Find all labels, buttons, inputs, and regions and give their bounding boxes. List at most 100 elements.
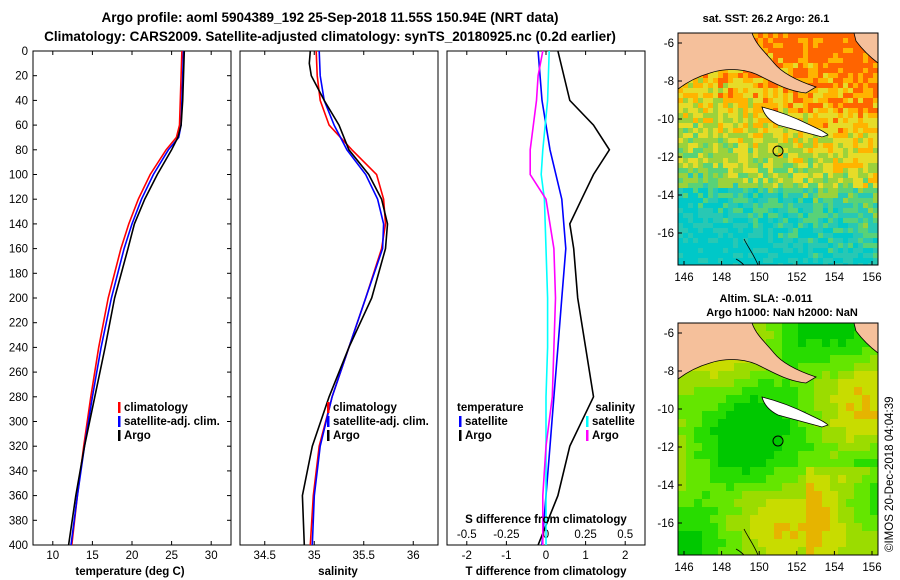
map-cell [783, 138, 788, 143]
map-cell [763, 198, 768, 203]
map-cell [848, 113, 853, 118]
map-cell [833, 138, 838, 143]
map-cell [843, 243, 848, 248]
map-cell [813, 118, 818, 123]
map-cell [833, 48, 838, 53]
map-cell [782, 539, 790, 547]
map-cell [693, 153, 698, 158]
map-cell [846, 355, 854, 363]
map-cell [678, 123, 683, 128]
map-cell [788, 198, 793, 203]
map-cell [858, 243, 863, 248]
depth-tick-label: 380 [9, 515, 28, 527]
map-cell [718, 88, 723, 93]
map-cell [854, 483, 862, 491]
map-cell [698, 78, 703, 83]
map-cell [848, 183, 853, 188]
depth-tick-label: 140 [9, 219, 28, 231]
map-cell [838, 355, 846, 363]
map-cell [773, 38, 778, 43]
map-cell [858, 148, 863, 153]
map-cell [768, 178, 773, 183]
map-cell [758, 507, 766, 515]
map-cell [873, 103, 878, 108]
map-cell [694, 467, 702, 475]
map-cell [683, 143, 688, 148]
map-cell [778, 208, 783, 213]
map-cell [803, 73, 808, 78]
map-cell [750, 451, 758, 459]
map-cell [678, 515, 686, 523]
map-cell [803, 103, 808, 108]
map-cell [858, 173, 863, 178]
map-cell [793, 168, 798, 173]
map-cell [753, 243, 758, 248]
map-cell [778, 258, 783, 263]
map-cell [683, 93, 688, 98]
map-cell [733, 93, 738, 98]
map-cell [843, 223, 848, 228]
map-cell [693, 103, 698, 108]
map-cell [693, 218, 698, 223]
map-cell [868, 163, 873, 168]
map-cell [854, 515, 862, 523]
map-cell [753, 158, 758, 163]
map-cell [814, 523, 822, 531]
map-cell [750, 403, 758, 411]
map-cell [726, 371, 734, 379]
map-cell [858, 63, 863, 68]
map-cell [768, 143, 773, 148]
map-cell [838, 253, 843, 258]
map-cell [858, 218, 863, 223]
map-cell [678, 148, 683, 153]
map-cell [702, 403, 710, 411]
difference-profile-temperature-argo-line [537, 50, 611, 546]
map-cell [818, 123, 823, 128]
map-cell [814, 547, 822, 555]
map-cell [838, 387, 846, 395]
map-cell [678, 213, 683, 218]
map-cell [843, 93, 848, 98]
map-cell [873, 68, 878, 73]
map-cell [848, 53, 853, 58]
map-cell [733, 133, 738, 138]
map-cell [808, 98, 813, 103]
map-cell [733, 173, 738, 178]
map-cell [743, 228, 748, 233]
map-cell [703, 133, 708, 138]
map-cell [863, 158, 868, 163]
s-difference-tick-label: 0.25 [574, 529, 596, 541]
map-cell [853, 148, 858, 153]
map-cell [678, 233, 683, 238]
map-cell [708, 243, 713, 248]
s-difference-tick-label: -0.5 [457, 529, 477, 541]
map-cell [808, 228, 813, 233]
map-cell [766, 379, 774, 387]
map-cell [814, 507, 822, 515]
map-cell [873, 98, 878, 103]
map-cell [782, 339, 790, 347]
map-cell [854, 539, 862, 547]
map-cell [783, 143, 788, 148]
map-cell [798, 178, 803, 183]
map-cell [808, 258, 813, 263]
map-cell [694, 515, 702, 523]
map-cell [823, 88, 828, 93]
map-cell [753, 183, 758, 188]
map-cell [862, 459, 870, 467]
map-cell [743, 148, 748, 153]
map-cell [718, 467, 726, 475]
map-cell [862, 435, 870, 443]
map-cell [708, 123, 713, 128]
map-cell [862, 507, 870, 515]
map-cell [793, 228, 798, 233]
map-cell [803, 43, 808, 48]
map-cell [798, 48, 803, 53]
map-cell [738, 178, 743, 183]
map-cell [686, 515, 694, 523]
map-cell [868, 103, 873, 108]
map-cell [798, 143, 803, 148]
map-cell [773, 248, 778, 253]
map-cell [753, 33, 758, 38]
map-cell [803, 233, 808, 238]
